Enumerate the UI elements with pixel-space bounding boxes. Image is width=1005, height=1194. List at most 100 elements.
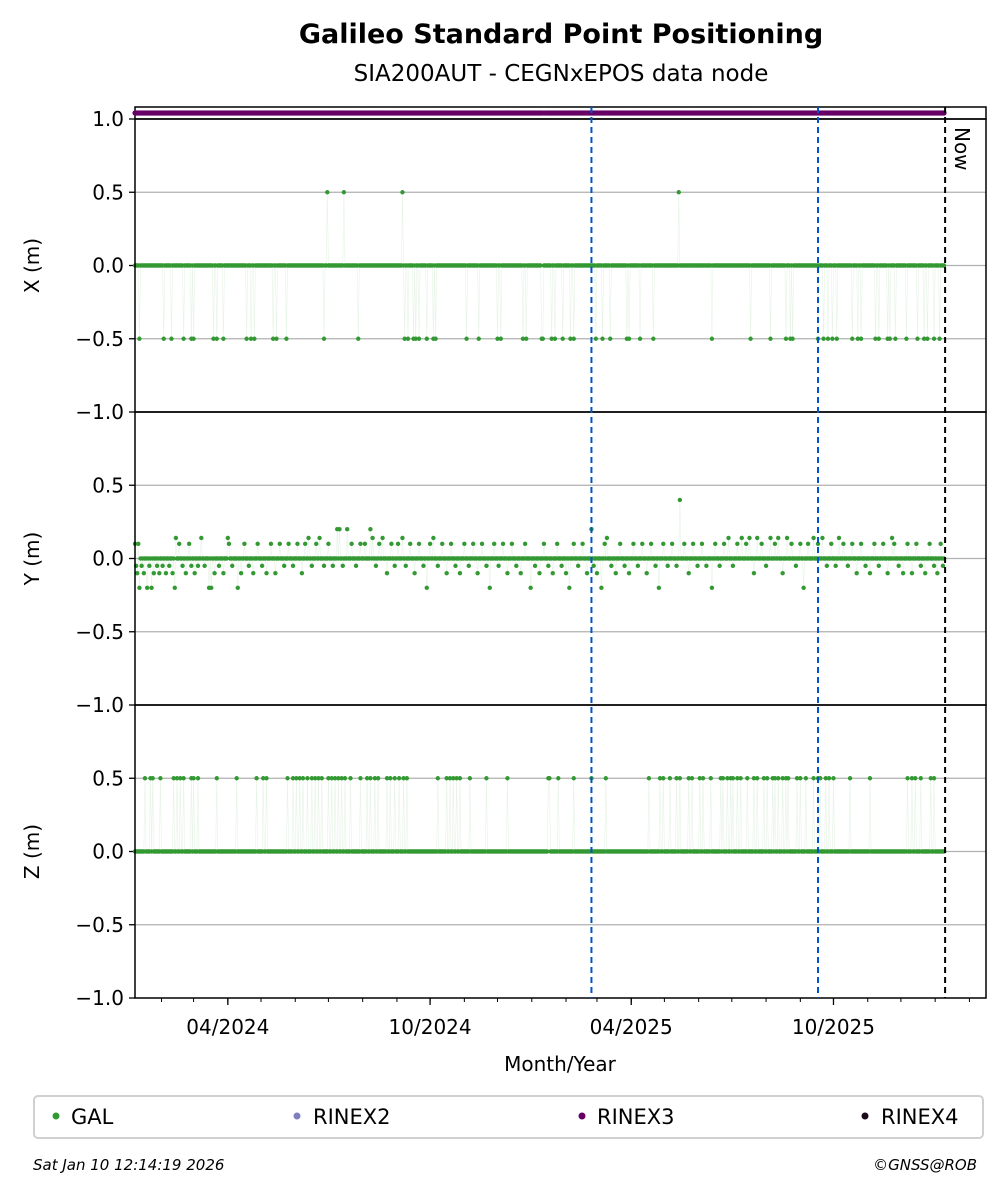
data-point-gal bbox=[248, 336, 254, 341]
data-point-gal bbox=[321, 563, 327, 569]
data-point-gal bbox=[845, 563, 851, 569]
data-point-gal bbox=[805, 541, 811, 547]
data-point-gal bbox=[644, 570, 649, 576]
data-point-gal bbox=[801, 585, 806, 590]
data-point-gal bbox=[199, 535, 204, 541]
data-point-gal bbox=[540, 336, 546, 341]
data-point-gal bbox=[798, 541, 803, 547]
data-point-gal bbox=[730, 776, 736, 781]
data-point-gal bbox=[823, 776, 828, 781]
data-point-gal bbox=[656, 585, 662, 590]
y-tick-label: 1.0 bbox=[92, 107, 124, 131]
data-point-gal bbox=[136, 541, 141, 547]
x-tick-label: 04/2024 bbox=[186, 1015, 269, 1039]
data-point-gal bbox=[772, 776, 778, 781]
data-point-gal bbox=[896, 563, 901, 569]
data-point-gal bbox=[209, 585, 214, 590]
data-point-gal bbox=[326, 541, 331, 547]
legend-item-gal: GAL bbox=[52, 1105, 114, 1129]
data-point-gal bbox=[755, 535, 760, 541]
data-point-gal bbox=[635, 563, 641, 569]
data-point-gal bbox=[560, 336, 565, 341]
data-point-gal bbox=[330, 563, 336, 569]
data-point-gal bbox=[421, 563, 426, 569]
data-point-gal bbox=[226, 541, 232, 547]
data-point-gal bbox=[889, 535, 895, 541]
data-point-gal bbox=[290, 563, 296, 569]
legend: GAL RINEX2 RINEX3 RINEX4 bbox=[33, 1095, 984, 1139]
data-point-gal bbox=[274, 336, 279, 341]
data-point-gal bbox=[532, 563, 538, 569]
data-point-gal bbox=[405, 336, 411, 341]
data-point-gal bbox=[447, 776, 453, 781]
data-point-gal bbox=[342, 776, 348, 781]
data-point-gal bbox=[759, 541, 764, 547]
data-point-gal bbox=[549, 336, 554, 341]
data-point-gal bbox=[358, 776, 363, 781]
data-point-gal bbox=[319, 776, 324, 781]
data-point-gal bbox=[915, 336, 920, 341]
data-point-gal bbox=[339, 776, 344, 781]
data-point-gal bbox=[913, 776, 918, 781]
data-point-gal bbox=[831, 776, 836, 781]
data-point-gal bbox=[150, 776, 155, 781]
data-point-gal bbox=[931, 563, 937, 569]
data-point-gal bbox=[854, 570, 859, 576]
data-point-gal bbox=[444, 570, 449, 576]
data-point-gal bbox=[709, 336, 715, 341]
data-point-gal bbox=[815, 541, 821, 547]
data-point-gal bbox=[931, 336, 937, 341]
data-point-gal bbox=[738, 776, 743, 781]
data-point-gal bbox=[171, 776, 176, 781]
data-point-gal bbox=[928, 776, 933, 781]
data-point-gal bbox=[772, 541, 778, 547]
data-point-gal bbox=[317, 535, 322, 541]
data-point-gal bbox=[811, 535, 816, 541]
data-point-gal bbox=[277, 541, 282, 547]
data-point-gal bbox=[887, 336, 893, 341]
data-point-gal bbox=[682, 541, 687, 547]
data-point-gal bbox=[392, 563, 397, 569]
data-point-gal bbox=[160, 563, 165, 569]
data-point-gal bbox=[935, 570, 940, 576]
data-point-gal bbox=[305, 776, 310, 781]
data-point-gal bbox=[518, 570, 523, 576]
data-point-gal bbox=[559, 563, 564, 569]
data-point-gal bbox=[747, 535, 752, 541]
data-point-gal bbox=[221, 570, 226, 576]
data-point-gal bbox=[726, 535, 731, 541]
data-point-gal bbox=[312, 776, 318, 781]
data-point-gal bbox=[388, 776, 393, 781]
data-point-gal bbox=[273, 570, 278, 576]
data-point-gal bbox=[470, 541, 476, 547]
legend-marker-gal bbox=[52, 1112, 60, 1120]
data-point-gal bbox=[768, 535, 773, 541]
data-point-gal bbox=[855, 336, 860, 341]
data-point-gal bbox=[940, 563, 946, 569]
data-point-gal bbox=[137, 585, 142, 590]
data-point-gal bbox=[230, 563, 235, 569]
data-point-gal bbox=[695, 563, 700, 569]
data-point-gal bbox=[340, 563, 345, 569]
data-point-gal bbox=[505, 570, 510, 576]
data-point-gal bbox=[834, 336, 839, 341]
data-point-gal bbox=[235, 585, 240, 590]
legend-label-rinex2: RINEX2 bbox=[313, 1105, 391, 1129]
data-point-gal bbox=[768, 336, 773, 341]
data-point-gal bbox=[309, 563, 315, 569]
data-point-gal bbox=[938, 541, 943, 547]
legend-label-rinex4: RINEX4 bbox=[881, 1105, 959, 1129]
data-point-gal bbox=[704, 563, 709, 569]
data-point-gal bbox=[142, 776, 148, 781]
data-point-gal bbox=[484, 563, 489, 569]
data-point-gal bbox=[151, 570, 156, 576]
data-point-gal bbox=[811, 776, 816, 781]
data-point-gal bbox=[337, 527, 342, 532]
data-point-gal bbox=[358, 541, 363, 547]
data-point-gal bbox=[297, 776, 302, 781]
data-point-gal bbox=[195, 563, 201, 569]
x-tick-label: 10/2025 bbox=[792, 1015, 875, 1039]
data-point-gal bbox=[314, 541, 319, 547]
data-point-gal bbox=[255, 541, 260, 547]
data-point-gal bbox=[268, 541, 274, 547]
